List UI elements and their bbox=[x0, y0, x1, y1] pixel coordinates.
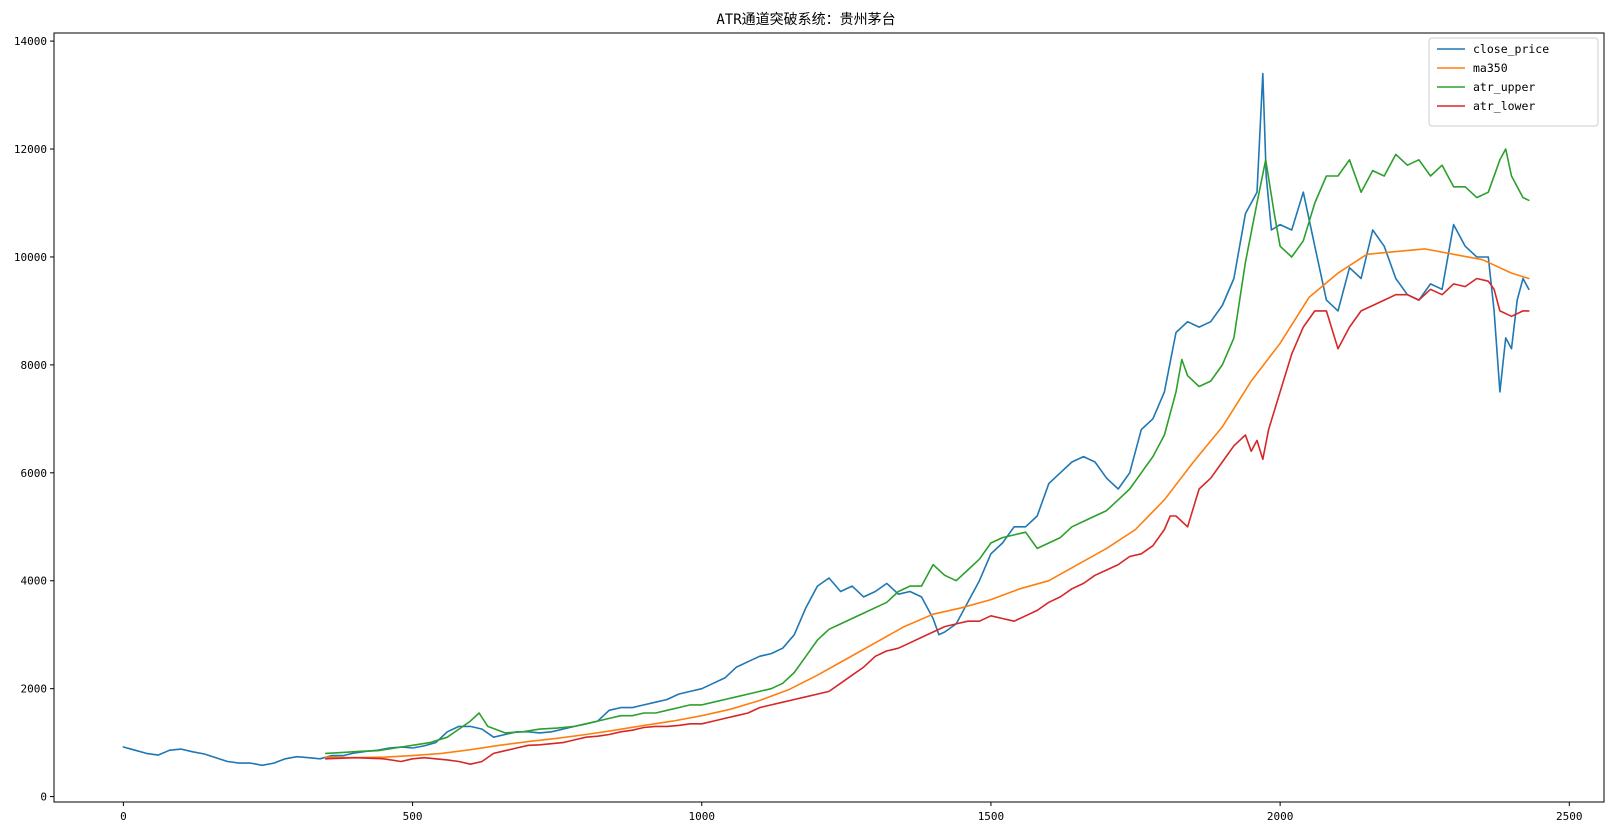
y-tick-label: 8000 bbox=[21, 359, 48, 372]
legend-label: atr_lower bbox=[1473, 99, 1535, 113]
y-tick-label: 2000 bbox=[21, 683, 48, 696]
legend-label: ma350 bbox=[1473, 61, 1508, 75]
y-tick-label: 0 bbox=[40, 791, 47, 804]
chart-title: ATR通道突破系统：贵州茅台 bbox=[716, 12, 895, 28]
x-tick-label: 1500 bbox=[978, 810, 1005, 823]
x-tick-label: 0 bbox=[120, 810, 127, 823]
y-tick-label: 14000 bbox=[14, 35, 47, 48]
x-tick-label: 1000 bbox=[689, 810, 716, 823]
x-tick-label: 2500 bbox=[1556, 810, 1583, 823]
y-tick-label: 4000 bbox=[21, 575, 48, 588]
x-tick-label: 500 bbox=[403, 810, 423, 823]
legend-label: close_price bbox=[1473, 42, 1549, 56]
y-tick-label: 12000 bbox=[14, 143, 47, 156]
x-tick-label: 2000 bbox=[1267, 810, 1294, 823]
y-tick-label: 10000 bbox=[14, 251, 47, 264]
legend-label: atr_upper bbox=[1473, 80, 1535, 94]
y-tick-label: 6000 bbox=[21, 467, 48, 480]
legend: close_price ma350 atr_upper atr_lower bbox=[1429, 38, 1598, 126]
